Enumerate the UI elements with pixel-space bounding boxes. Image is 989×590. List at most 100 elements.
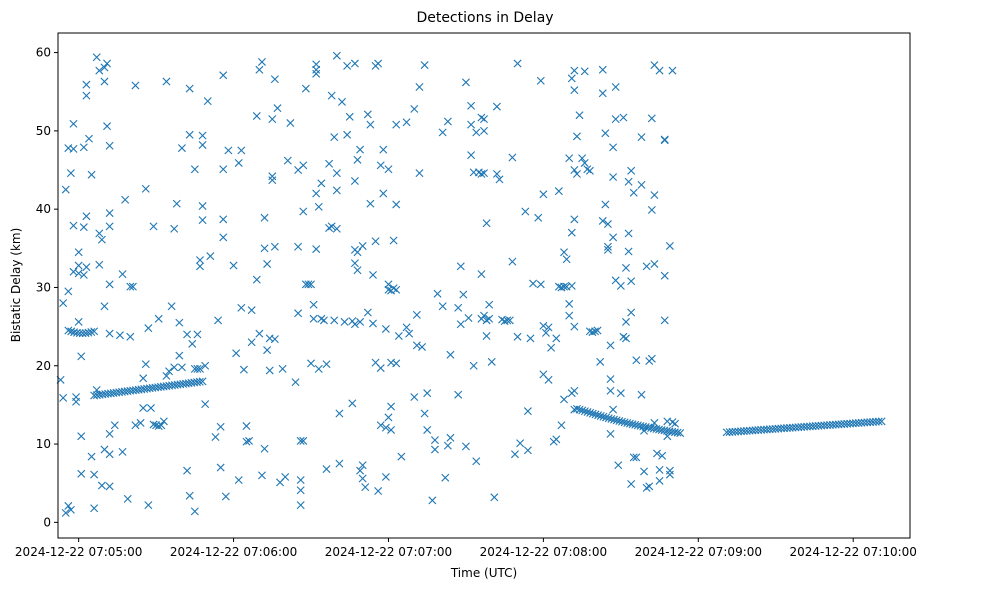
data-point [650, 259, 659, 268]
data-point [477, 270, 486, 279]
data-point [219, 71, 228, 80]
data-point [198, 377, 207, 386]
data-point [82, 80, 91, 89]
data-point [74, 317, 83, 326]
data-point [196, 262, 204, 271]
data-point [660, 135, 669, 144]
data-point [516, 439, 525, 448]
data-point [64, 287, 73, 296]
data-point [345, 112, 354, 121]
data-point [136, 418, 145, 427]
data-point [353, 248, 362, 257]
data-point [368, 270, 377, 279]
data-point [330, 316, 339, 325]
data-point [103, 122, 112, 131]
data-point [627, 308, 636, 317]
data-point [366, 199, 375, 208]
data-point [146, 404, 155, 413]
data-point [90, 504, 99, 513]
data-point [647, 205, 656, 214]
data-point [128, 282, 137, 291]
data-point [446, 350, 455, 359]
data-point [221, 492, 230, 501]
data-point [454, 390, 463, 399]
data-point [121, 195, 130, 204]
data-point [294, 242, 303, 251]
data-point [557, 421, 566, 430]
data-point [66, 505, 75, 514]
data-point [79, 270, 88, 279]
data-point [655, 66, 664, 75]
data-point [252, 275, 261, 284]
data-point [583, 408, 592, 417]
data-point [508, 257, 517, 266]
data-point [663, 432, 672, 441]
data-point [84, 134, 93, 143]
data-point [599, 412, 608, 421]
markers-layer [56, 51, 886, 517]
data-point [430, 445, 439, 454]
data-point [536, 280, 545, 289]
data-point [598, 89, 607, 98]
data-point [624, 229, 633, 238]
y-axis-label: Bistatic Delay (km) [9, 228, 23, 343]
data-point [312, 189, 321, 198]
data-point [350, 176, 359, 185]
data-point [296, 476, 305, 485]
data-point [283, 156, 292, 165]
data-point [492, 169, 501, 178]
data-point [588, 409, 597, 418]
data-point [560, 395, 569, 404]
data-point [384, 165, 393, 174]
data-point [570, 405, 579, 414]
data-point [170, 224, 179, 233]
data-point [103, 59, 112, 68]
data-point [609, 405, 618, 414]
data-point [139, 374, 148, 383]
data-point [420, 61, 429, 70]
data-point [183, 466, 192, 475]
data-point [268, 172, 277, 181]
data-point [461, 78, 470, 87]
data-point [650, 418, 659, 427]
data-point [461, 442, 470, 451]
data-point [95, 229, 104, 238]
data-point [428, 496, 437, 505]
data-point [307, 280, 316, 289]
data-point [198, 131, 207, 140]
data-point [348, 399, 357, 408]
data-point [100, 63, 109, 72]
y-tick-label: 20 [36, 359, 51, 373]
data-point [105, 209, 114, 218]
data-point [376, 364, 385, 373]
data-point [389, 236, 398, 245]
data-point [139, 404, 148, 413]
data-point [454, 303, 463, 312]
data-point [211, 433, 220, 441]
data-point [464, 314, 473, 322]
data-point [162, 371, 171, 380]
data-point [193, 364, 202, 373]
data-point [131, 81, 140, 90]
data-point [82, 212, 91, 221]
data-point [570, 215, 579, 224]
data-point [175, 318, 184, 327]
data-point [92, 53, 101, 62]
data-point [660, 316, 669, 325]
data-point [270, 335, 279, 344]
y-tick-label: 30 [36, 280, 51, 294]
data-point [273, 104, 282, 113]
data-point [105, 222, 114, 231]
data-point [562, 255, 571, 264]
data-point [446, 433, 455, 442]
data-point [268, 176, 277, 185]
data-point [376, 421, 385, 430]
data-point [90, 327, 99, 336]
data-point [255, 329, 264, 338]
data-point [410, 104, 419, 113]
data-point [578, 154, 587, 163]
data-point [335, 409, 344, 418]
data-point [622, 317, 630, 326]
data-point [601, 129, 610, 138]
data-point [394, 332, 403, 340]
